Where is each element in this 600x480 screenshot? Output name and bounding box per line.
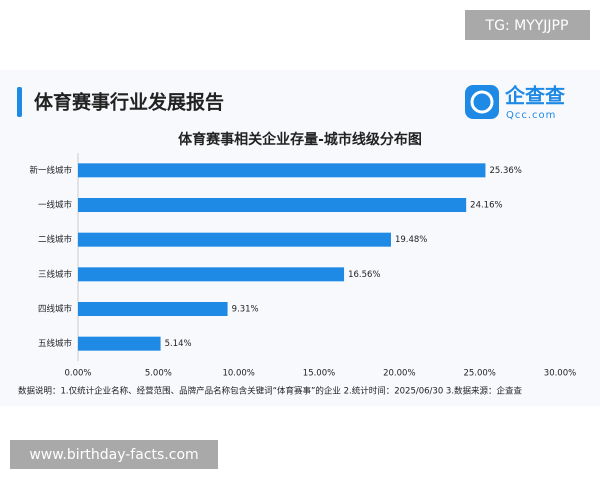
value-label: 19.48% — [395, 235, 427, 245]
value-label: 25.36% — [489, 166, 521, 176]
logo-icon — [465, 85, 499, 119]
chart-title: 体育赛事相关企业存量-城市线级分布图 — [178, 131, 422, 148]
y-tick-label: 二线城市 — [38, 234, 73, 245]
logo-url: Qcc.com — [506, 110, 556, 121]
x-tick-label: 20.00% — [383, 369, 415, 379]
x-tick-label: 30.00% — [544, 369, 576, 379]
x-tick-label: 10.00% — [222, 369, 254, 379]
bar — [78, 232, 391, 247]
bar — [78, 163, 486, 178]
y-tick-label: 三线城市 — [38, 269, 73, 280]
y-tick-label: 新一线城市 — [29, 165, 72, 176]
x-tick-label: 0.00% — [64, 369, 91, 379]
x-tick-label: 15.00% — [303, 369, 335, 379]
watermark: TG: MYYJJPP — [485, 18, 569, 34]
logo-name: 企查查 — [504, 84, 565, 108]
value-label: 24.16% — [470, 201, 502, 211]
bar — [78, 336, 161, 351]
y-tick-label: 四线城市 — [38, 304, 73, 315]
footer-site: www.birthday-facts.com — [29, 447, 198, 463]
header-title: 体育赛事行业发展报告 — [34, 91, 224, 114]
watermark-box — [465, 10, 590, 40]
x-tick-label: 25.00% — [463, 369, 495, 379]
logo-glyph — [470, 90, 494, 114]
value-label: 9.31% — [232, 305, 259, 315]
value-label: 16.56% — [348, 270, 380, 280]
value-label: 5.14% — [165, 339, 192, 349]
y-tick-label: 一线城市 — [38, 200, 73, 211]
footnote: 数据说明：1.仅统计企业名称、经营范围、品牌产品名称包含关键词“体育赛事”的企业… — [18, 386, 523, 397]
bar — [78, 267, 345, 282]
header-accent — [17, 87, 22, 117]
x-tick-label: 5.00% — [145, 369, 172, 379]
y-tick-label: 五线城市 — [38, 338, 73, 349]
footer-box — [10, 440, 218, 469]
bar — [78, 302, 228, 316]
bar — [78, 198, 467, 212]
